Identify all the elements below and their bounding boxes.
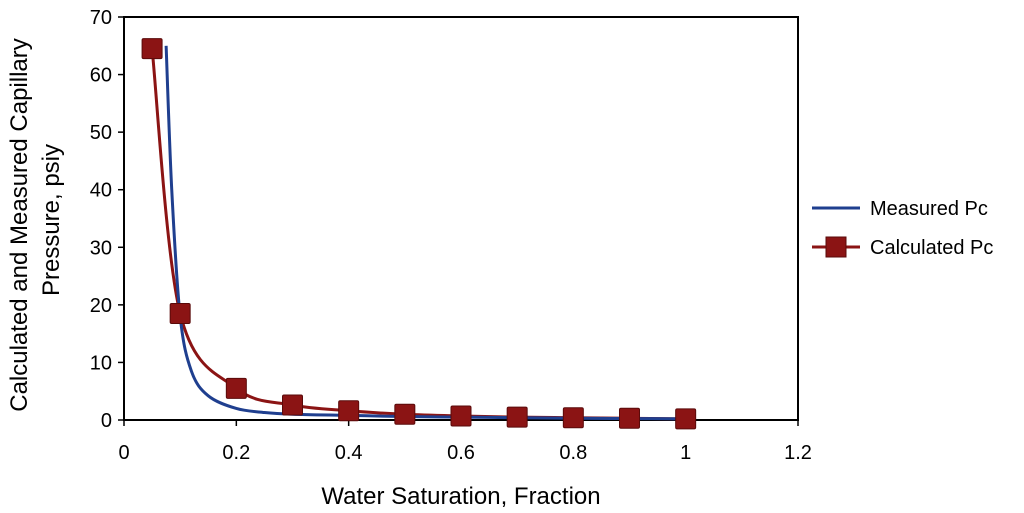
y-tick-label: 40	[90, 180, 112, 202]
y-tick-label: 20	[90, 295, 112, 317]
series-layer	[141, 38, 697, 430]
x-tick-label: 1.2	[784, 442, 812, 464]
x-axis-title: Water Saturation, Fraction	[321, 483, 600, 510]
x-axis: 0 0.2 0.4 0.6 0.8 1 1.2	[118, 420, 812, 464]
data-point-calculated-pc	[450, 405, 472, 427]
legend-marker-calculated	[825, 236, 847, 258]
y-axis: 0 10 20 30 40 50 60 70	[90, 7, 124, 432]
data-point-calculated-pc	[225, 377, 247, 399]
data-point-calculated-pc	[169, 302, 191, 324]
data-point-calculated-pc	[562, 407, 584, 429]
y-tick-label: 0	[101, 410, 112, 432]
data-point-calculated-pc	[282, 394, 303, 416]
data-point-calculated-pc	[675, 408, 697, 430]
legend-label-calculated: Calculated Pc	[870, 237, 993, 259]
data-point-calculated-pc	[141, 38, 163, 60]
legend-entry-measured: Measured Pc	[812, 198, 988, 220]
data-point-calculated-pc	[619, 407, 640, 429]
legend-entry-calculated: Calculated Pc	[812, 236, 993, 259]
legend: Measured Pc Calculated Pc	[812, 198, 993, 259]
x-tick-label: 1	[680, 442, 691, 464]
data-point-calculated-pc	[506, 406, 528, 428]
x-tick-label: 0.8	[559, 442, 587, 464]
x-tick-label: 0.6	[447, 442, 475, 464]
y-axis-title-line-2: Pressure, psiy	[38, 144, 65, 296]
series-line-measured-pc	[164, 45, 686, 421]
y-tick-label: 10	[90, 352, 112, 374]
y-tick-label: 60	[90, 65, 112, 87]
y-tick-label: 70	[90, 7, 112, 29]
x-tick-label: 0	[118, 442, 129, 464]
legend-label-measured: Measured Pc	[870, 198, 988, 220]
data-point-calculated-pc	[394, 403, 416, 425]
y-tick-label: 50	[90, 122, 112, 144]
x-tick-label: 0.4	[335, 442, 363, 464]
plot-area	[123, 16, 799, 421]
data-point-calculated-pc	[338, 400, 360, 422]
y-axis-title-line-1: Calculated and Measured Capillary	[6, 38, 33, 412]
x-tick-label: 0.2	[222, 442, 250, 464]
y-tick-label: 30	[90, 237, 112, 259]
